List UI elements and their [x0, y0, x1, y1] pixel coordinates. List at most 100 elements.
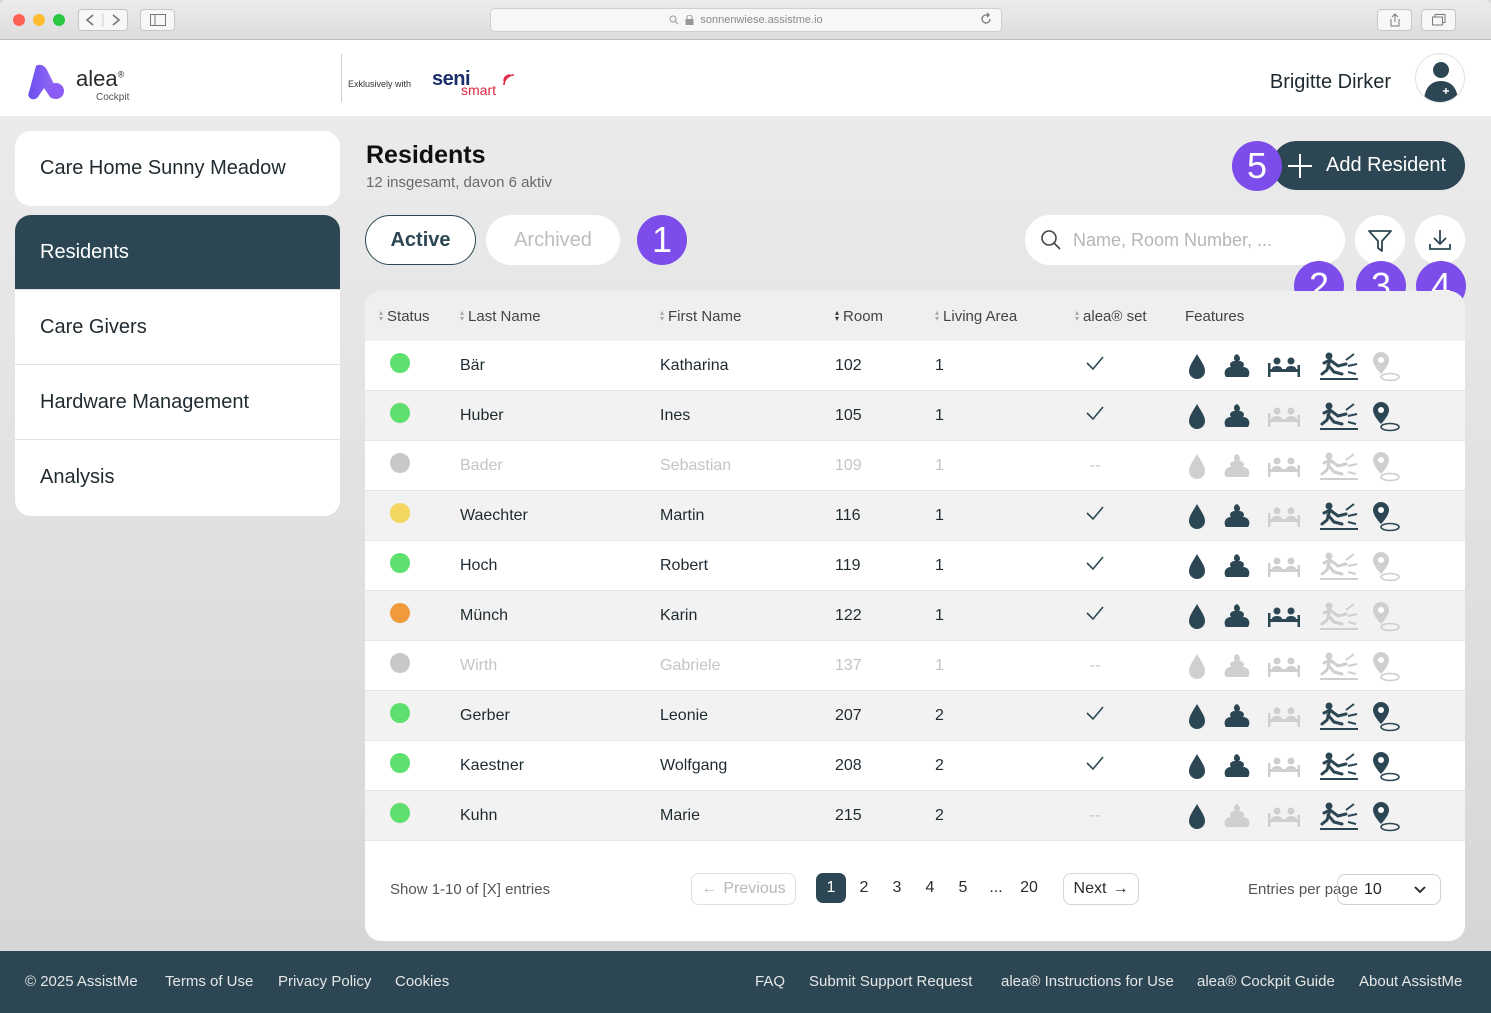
alea-logo[interactable]: alea® Cockpit [26, 64, 129, 103]
last-name-cell: Waechter [460, 506, 528, 524]
tabs-icon [1431, 14, 1445, 26]
page-number-button[interactable]: 2 [859, 879, 869, 896]
sidebar-item-hardware-management[interactable]: Hardware Management [15, 365, 340, 440]
care-home-selector[interactable]: Care Home Sunny Meadow [15, 131, 340, 206]
sidebar-toggle-button[interactable] [140, 9, 175, 31]
pagination-ellipsis: ... [989, 879, 1003, 896]
table-row[interactable]: Münch Karin 122 1 [365, 591, 1465, 641]
maximize-window-button[interactable] [53, 14, 65, 26]
first-name-cell: Leonie [660, 706, 709, 724]
page-number-button[interactable]: 20 [1020, 879, 1038, 896]
footer-link-about[interactable]: About AssistMe [1359, 973, 1463, 990]
fall-icon [1318, 550, 1360, 582]
drop-icon [1185, 452, 1209, 480]
footer-link-instructions[interactable]: alea® Instructions for Use [1001, 973, 1174, 990]
status-cell [365, 803, 460, 828]
table-row[interactable]: Bär Katharina 102 1 [365, 341, 1465, 391]
table-row[interactable]: Hoch Robert 119 1 [365, 541, 1465, 591]
status-cell [365, 553, 460, 578]
arrow-left-icon: ← [701, 880, 718, 897]
footer-link-faq[interactable]: FAQ [755, 973, 786, 990]
arrow-right-icon: → [1112, 880, 1129, 897]
location-icon [1370, 350, 1404, 382]
poop-icon [1222, 652, 1252, 680]
page-number-button[interactable]: 5 [958, 879, 968, 896]
header-divider [341, 54, 342, 102]
table-row[interactable]: Kaestner Wolfgang 208 2 [365, 741, 1465, 791]
footer-link-privacy[interactable]: Privacy Policy [278, 973, 372, 990]
table-body: Bär Katharina 102 1 Huber Ines 105 1 Bad… [365, 341, 1465, 841]
callout-badge-5: 5 [1232, 141, 1282, 191]
share-button[interactable] [1377, 9, 1412, 31]
chevron-down-icon [1414, 885, 1426, 893]
features-cell [1185, 500, 1465, 532]
features-cell [1185, 600, 1465, 632]
footer-link-terms[interactable]: Terms of Use [165, 973, 254, 990]
minimize-window-button[interactable] [33, 14, 45, 26]
alea-logo-icon [28, 64, 64, 100]
add-resident-button[interactable]: Add Resident [1272, 141, 1465, 190]
column-alea-set[interactable]: ▴ ▾ alea® set [1075, 308, 1185, 325]
drop-icon [1185, 402, 1209, 430]
user-avatar[interactable] [1415, 53, 1465, 103]
alea-set-cell [1075, 405, 1185, 426]
table-row[interactable]: Wirth Gabriele 137 1 -- [365, 641, 1465, 691]
search-box[interactable] [1025, 215, 1345, 265]
search-input[interactable] [1073, 229, 1323, 251]
logo-name: alea [76, 66, 118, 91]
download-button[interactable] [1415, 215, 1465, 265]
check-icon [1086, 506, 1104, 521]
column-first-name[interactable]: ▴ ▾ First Name [660, 308, 835, 325]
alea-set-empty: -- [1089, 656, 1101, 674]
address-bar[interactable]: sonnenwiese.assistme.io [490, 8, 1002, 32]
page-title: Residents [366, 141, 486, 169]
alea-set-cell [1075, 505, 1185, 526]
column-last-name[interactable]: ▴ ▾ Last Name [460, 308, 660, 325]
room-cell: 102 [835, 356, 862, 374]
search-icon [1041, 230, 1061, 250]
table-row[interactable]: Bader Sebastian 109 1 -- [365, 441, 1465, 491]
table-row[interactable]: Huber Ines 105 1 [365, 391, 1465, 441]
poop-icon [1222, 802, 1252, 830]
tab-active[interactable]: Active [365, 215, 476, 265]
footer-link-support[interactable]: Submit Support Request [809, 973, 973, 990]
tab-archived[interactable]: Archived [486, 215, 620, 265]
entries-per-page-value: 10 [1364, 880, 1382, 898]
features-cell [1185, 450, 1465, 482]
entries-per-page-select[interactable]: 10 [1337, 874, 1441, 905]
bed-icon [1266, 553, 1302, 579]
filter-button[interactable] [1355, 215, 1405, 265]
location-icon [1370, 550, 1404, 582]
share-icon [1390, 13, 1399, 27]
sidebar-item-care-givers[interactable]: Care Givers [15, 290, 340, 365]
fall-icon [1318, 700, 1360, 732]
close-window-button[interactable] [13, 14, 25, 26]
reload-icon[interactable] [979, 12, 993, 26]
room-cell: 122 [835, 606, 862, 624]
tabs-button[interactable] [1421, 9, 1456, 31]
room-cell: 105 [835, 406, 862, 424]
first-name-cell: Ines [660, 406, 691, 424]
page-number-button[interactable]: 4 [925, 879, 935, 896]
page-number-button[interactable]: 3 [892, 879, 902, 896]
footer-link-cockpit-guide[interactable]: alea® Cockpit Guide [1197, 973, 1335, 990]
previous-page-button[interactable]: ← Previous [691, 873, 796, 905]
column-label: First Name [668, 307, 742, 325]
status-cell [365, 453, 460, 478]
user-name[interactable]: Brigitte Dirker [1269, 71, 1391, 93]
table-row[interactable]: Gerber Leonie 207 2 [365, 691, 1465, 741]
table-row[interactable]: Waechter Martin 116 1 [365, 491, 1465, 541]
table-row[interactable]: Kuhn Marie 215 2 -- [365, 791, 1465, 841]
column-status[interactable]: ▴ ▾ Status [365, 308, 460, 325]
page-number-button[interactable]: 1 [816, 873, 846, 903]
alea-set-cell [1075, 605, 1185, 626]
column-room[interactable]: ▴ ▾ Room [835, 308, 935, 325]
last-name-cell: Bär [460, 356, 485, 374]
footer-link-cookies[interactable]: Cookies [395, 973, 450, 990]
next-page-button[interactable]: Next → [1063, 873, 1139, 905]
sidebar-item-analysis[interactable]: Analysis [40, 466, 115, 488]
back-forward-buttons[interactable] [78, 9, 128, 31]
sidebar-item-residents[interactable]: Residents [15, 215, 340, 290]
alea-set-cell [1075, 355, 1185, 376]
column-living-area[interactable]: ▴ ▾ Living Area [935, 308, 1075, 325]
